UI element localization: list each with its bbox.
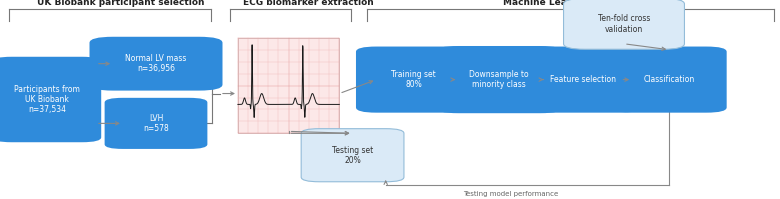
FancyBboxPatch shape — [301, 129, 404, 182]
Text: UK Biobank participant selection: UK Biobank participant selection — [37, 0, 205, 7]
Text: Downsample to
minority class: Downsample to minority class — [470, 70, 529, 89]
Text: Normal LV mass
n=36,956: Normal LV mass n=36,956 — [126, 54, 186, 73]
FancyBboxPatch shape — [612, 47, 727, 113]
Text: Participants from
UK Biobank
n=37,534: Participants from UK Biobank n=37,534 — [14, 85, 80, 114]
FancyBboxPatch shape — [356, 47, 471, 113]
FancyBboxPatch shape — [436, 46, 562, 113]
FancyBboxPatch shape — [238, 38, 339, 133]
Text: Training set
80%: Training set 80% — [391, 70, 436, 89]
FancyBboxPatch shape — [526, 47, 641, 113]
Text: Testing model performance: Testing model performance — [463, 191, 558, 197]
Text: Testing set
20%: Testing set 20% — [332, 145, 373, 165]
Text: LVH
n=578: LVH n=578 — [143, 114, 169, 133]
FancyBboxPatch shape — [564, 0, 685, 49]
Text: Ten-fold cross
validation: Ten-fold cross validation — [597, 14, 651, 34]
FancyBboxPatch shape — [105, 98, 207, 149]
FancyBboxPatch shape — [90, 37, 222, 91]
Text: Feature selection: Feature selection — [551, 75, 616, 84]
Text: ECG biomarker extraction: ECG biomarker extraction — [243, 0, 374, 7]
Text: Machine Learning: Machine Learning — [503, 0, 594, 7]
FancyBboxPatch shape — [0, 57, 101, 142]
Text: Classification: Classification — [644, 75, 695, 84]
